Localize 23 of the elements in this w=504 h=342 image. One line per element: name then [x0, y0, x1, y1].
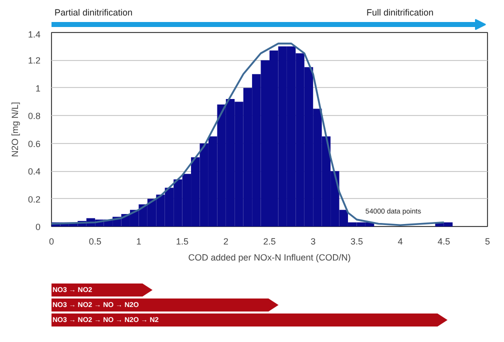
x-tick-label: 0.5 — [88, 236, 102, 246]
text: Full dinitrification — [366, 8, 434, 18]
x-tick-label: 4 — [398, 236, 403, 246]
y-tick-label: 0.2 — [28, 194, 41, 204]
y-axis-title: N2O [mg N/L] — [10, 102, 20, 158]
x-tick-label: 1 — [136, 236, 142, 246]
y-tick-label: 0 — [35, 222, 41, 232]
x-tick-label: 4.5 — [438, 236, 450, 246]
y-tick-label: 1.2 — [28, 56, 41, 66]
y-tick-label: 0.6 — [28, 138, 41, 149]
y-tick-label: 1.4 — [28, 30, 41, 40]
y-tick-label: 1 — [35, 83, 41, 94]
x-tick-label: 5 — [484, 236, 490, 246]
x-tick-label: 2.5 — [263, 236, 276, 246]
x-tick-label: 2 — [223, 236, 228, 246]
x-tick-label: 3.5 — [350, 236, 363, 246]
x-tick-label: 0 — [48, 236, 54, 246]
y-tick-label: 0.4 — [28, 166, 41, 177]
x-tick-label: 1.5 — [176, 236, 189, 246]
x-tick-label: 3 — [310, 236, 316, 246]
y-tick-label: 0.8 — [28, 111, 41, 122]
text: Partial dinitrification — [54, 8, 133, 18]
x-axis-title: COD added per NOx-N Influent (COD/N) — [188, 252, 351, 262]
